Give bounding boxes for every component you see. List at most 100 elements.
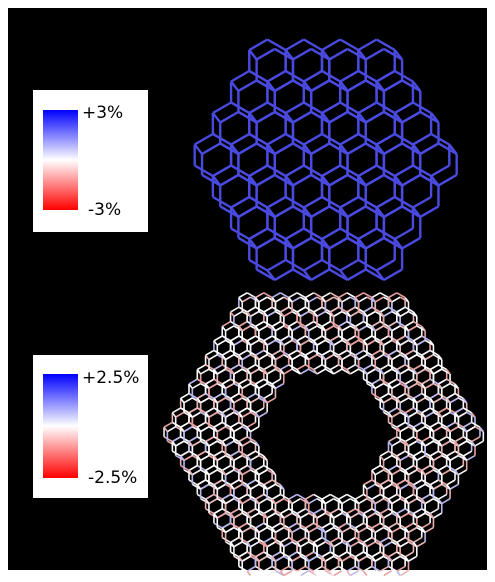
lattice-edge: [256, 173, 276, 187]
lattice-edge: [388, 436, 398, 443]
lattice-edge: [191, 382, 202, 390]
lattice-edge: [424, 440, 434, 447]
lattice-edge: [308, 555, 318, 562]
lattice-edge: [196, 479, 207, 486]
lattice-edge: [379, 541, 385, 548]
lattice-edge: [366, 339, 376, 346]
lattice-edge: [341, 325, 351, 332]
lattice-edge: [328, 268, 349, 281]
lattice-edge: [238, 320, 248, 328]
lattice-edge: [413, 508, 423, 515]
lattice-edge: [454, 383, 460, 389]
lattice-edge: [248, 132, 269, 146]
lattice-edge: [302, 80, 313, 92]
lattice-edge: [310, 79, 330, 92]
lattice-edge: [316, 310, 326, 318]
lattice-edge: [313, 306, 323, 313]
lattice-edge: [288, 522, 298, 529]
lattice-edge: [213, 484, 218, 490]
lattice-edge: [255, 493, 265, 500]
lattice-edge: [230, 227, 250, 241]
lattice-edge: [271, 297, 277, 303]
lattice-edge: [371, 297, 376, 303]
lattice-edge: [408, 555, 418, 562]
lattice-edge: [471, 412, 476, 418]
lattice-edge: [441, 498, 451, 505]
lattice-edge: [300, 310, 310, 318]
lattice-edge: [419, 173, 440, 187]
lattice-edge: [421, 407, 431, 414]
lattice-edge: [200, 454, 210, 462]
lattice-edge: [266, 397, 276, 404]
lattice-edge: [338, 320, 348, 328]
lattice-edge: [449, 397, 459, 404]
lattice-edge: [437, 354, 443, 361]
lattice-edge: [284, 175, 294, 187]
lattice-edge: [216, 339, 226, 346]
lattice-edge: [308, 296, 318, 303]
lattice-edge: [412, 311, 418, 317]
lattice-edge: [241, 498, 251, 505]
lattice-edge: [454, 412, 460, 418]
lattice-edge: [329, 513, 335, 519]
lattice-edge: [429, 484, 435, 490]
lattice-edge: [321, 195, 341, 209]
lattice-edge: [263, 541, 268, 548]
lattice-edge: [196, 364, 207, 371]
lattice-edge: [388, 320, 398, 328]
lattice-edge: [339, 132, 359, 146]
lattice-edge: [329, 493, 340, 500]
lattice-edge: [321, 69, 341, 83]
lattice-edge: [274, 205, 294, 218]
lattice-edge: [383, 173, 403, 187]
lattice-edge: [230, 101, 250, 115]
lattice-edge: [205, 464, 215, 472]
lattice-edge: [283, 541, 293, 548]
lattice-edge: [233, 454, 243, 462]
lattice-edge: [421, 493, 431, 500]
lattice-edge: [379, 536, 389, 544]
lattice-edge: [329, 335, 340, 342]
lattice-edge: [296, 541, 302, 548]
lattice-edge: [404, 297, 410, 303]
lattice-edge: [321, 325, 326, 332]
lattice-edge: [280, 306, 290, 313]
lattice-edge: [437, 378, 448, 385]
lattice-edge: [296, 508, 306, 515]
lattice-edge: [212, 195, 232, 209]
lattice-edge: [338, 349, 348, 356]
lattice-edge: [408, 526, 418, 534]
lattice-edge: [263, 536, 273, 544]
lattice-edge: [204, 469, 210, 476]
lattice-edge: [357, 49, 367, 61]
lattice-edge: [238, 383, 243, 389]
lattice-edge: [328, 173, 349, 187]
lattice-edge: [300, 541, 310, 548]
lattice-edge: [341, 354, 351, 361]
lattice-edge: [441, 382, 451, 390]
lattice-edge: [166, 426, 177, 433]
lattice-edge: [437, 142, 458, 155]
lattice-edge: [388, 292, 398, 299]
lattice-edge: [213, 340, 218, 346]
lattice-edge: [449, 483, 459, 490]
lattice-edge: [346, 570, 351, 577]
lattice-edge: [396, 364, 406, 371]
lattice-edge: [421, 383, 426, 389]
lattice-edge: [446, 479, 456, 486]
lattice-edge: [401, 79, 421, 92]
lattice-edge: [365, 236, 385, 250]
lattice-edge: [333, 310, 343, 318]
lattice-edge: [238, 378, 248, 385]
lattice-edge: [230, 132, 250, 146]
lattice-edge: [250, 368, 260, 375]
lattice-edge: [230, 364, 240, 371]
lattice-edge: [291, 296, 301, 303]
lattice-edge: [271, 527, 277, 533]
lattice-edge: [321, 349, 331, 356]
lattice-edge: [310, 173, 330, 187]
lattice-edge: [201, 142, 221, 155]
lattice-edge: [313, 335, 323, 342]
lattice-edge: [411, 206, 422, 218]
lattice-edge: [374, 296, 384, 303]
